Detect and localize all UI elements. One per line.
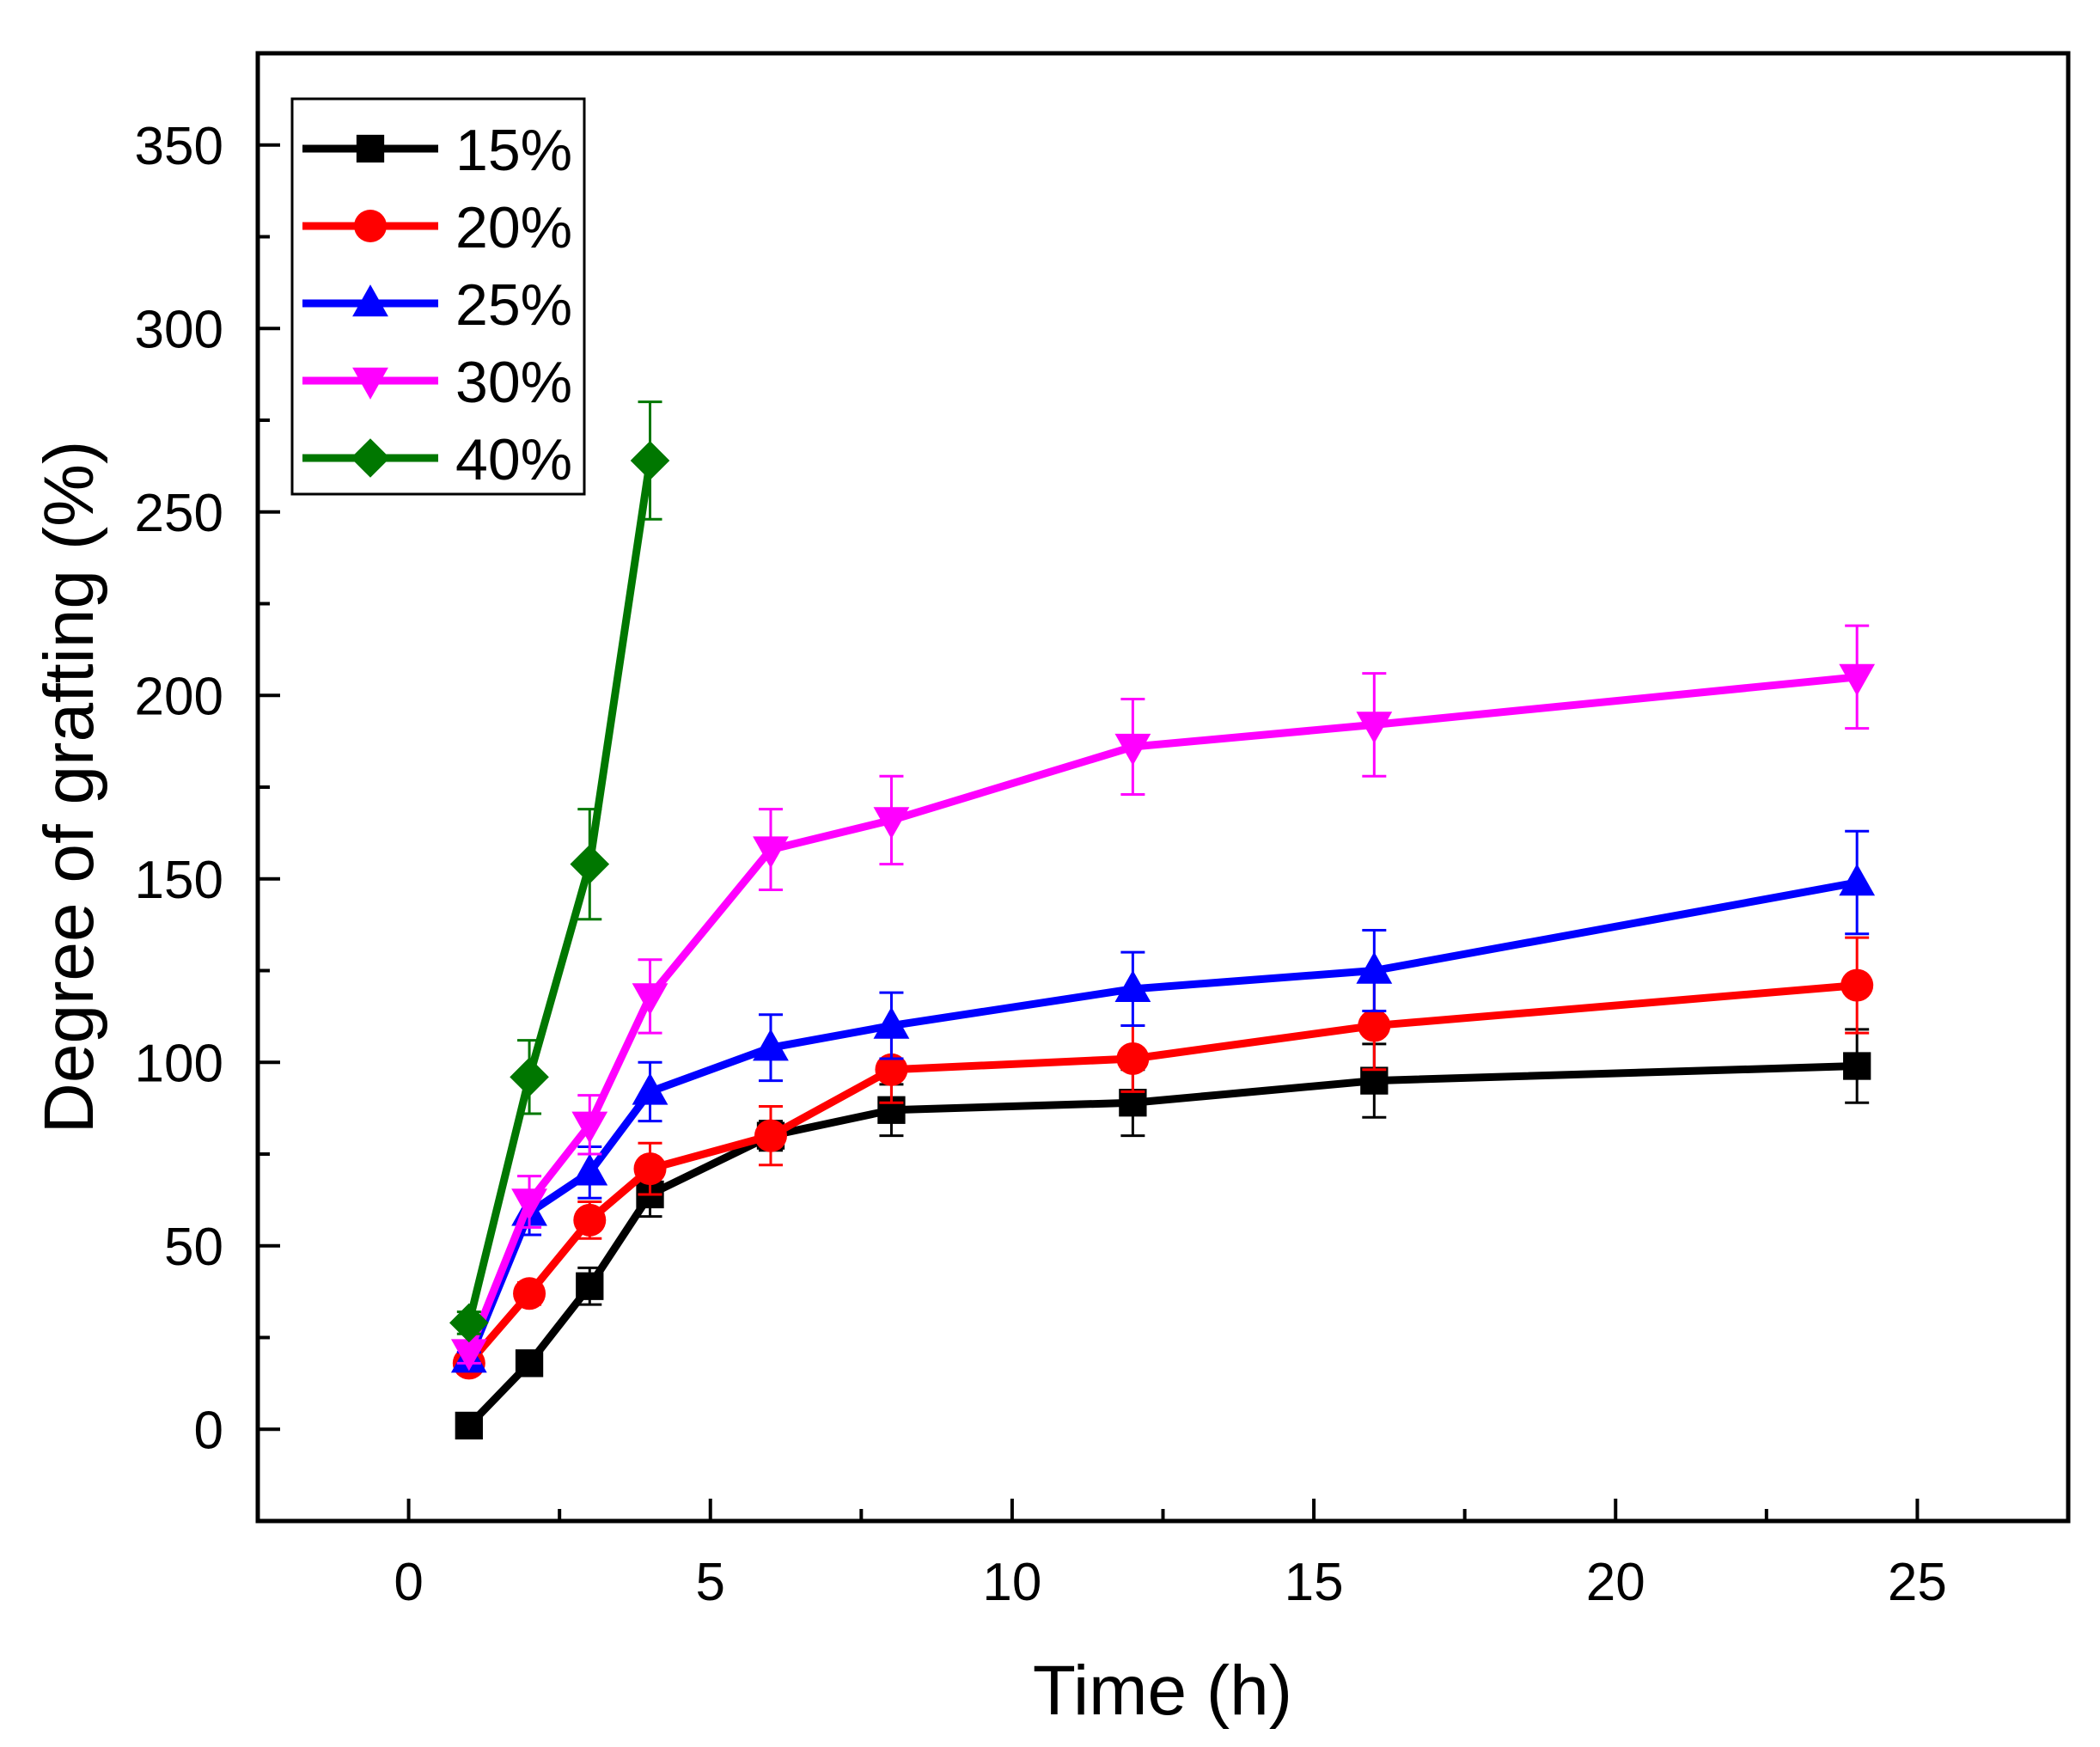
series-30pct-point [1114,733,1151,766]
legend-25pct-marker [352,284,388,317]
y-tick-label: 350 [135,117,223,176]
series-40pct-point [570,844,610,884]
y-tick-label: 300 [135,300,223,359]
series-15pct-point [576,1272,604,1300]
series-15pct-point [1119,1089,1147,1117]
series-25pct-point [753,1029,789,1061]
legend-25pct-label: 25% [455,272,572,338]
series-30pct-point [571,1111,608,1144]
series-40pct-point [449,1303,489,1343]
series-25pct-point [1114,970,1151,1003]
series-25pct-point [571,1153,608,1186]
x-tick-label: 5 [696,1553,725,1612]
y-tick-label: 200 [135,667,223,726]
x-tick-label: 10 [982,1553,1041,1612]
y-tick-label: 100 [135,1034,223,1093]
series-25pct [450,829,1876,1373]
series-20pct-point [1116,1041,1150,1075]
series-15pct-point [1843,1052,1871,1080]
series-25pct-point [632,1072,668,1105]
y-tick-label: 150 [135,851,223,910]
series-25pct-point [1839,864,1876,896]
x-tick-label: 0 [394,1553,423,1612]
series-20pct-point [754,1119,787,1152]
legend-20pct-marker [354,210,387,242]
x-tick-label: 20 [1586,1553,1645,1612]
legend-15pct-label: 15% [455,118,572,183]
series-25pct-point [1356,951,1393,984]
series-30pct-point [632,983,668,1016]
series-20pct-point [513,1277,546,1310]
series-30pct-point [873,807,910,840]
series-30pct [450,624,1876,1371]
legend-30pct-marker [352,367,388,400]
series-15pct-point [1360,1066,1389,1095]
series-40pct-point [510,1057,549,1097]
series-15pct-point [515,1349,544,1377]
series-30pct-point [1839,663,1876,696]
x-axis-label: Time (h) [1033,1652,1292,1730]
series-30pct-point [1356,712,1393,744]
series-15pct-point [455,1411,483,1440]
series-20pct-point [573,1203,607,1237]
series-40pct-line [465,460,654,1324]
series-20pct-point [633,1152,667,1186]
series-30pct-point [511,1188,547,1221]
legend-box [290,97,586,496]
series-20pct-point [1841,968,1874,1002]
legend-40pct-marker [351,438,390,478]
series-20pct-point [875,1053,908,1086]
series-30pct-point [753,836,789,869]
x-tick-label: 25 [1888,1553,1947,1612]
legend-20pct-label: 20% [455,195,572,260]
y-axis-label: Degree of grafting (%) [30,441,108,1134]
series-25pct-point [873,1006,910,1039]
y-tick-label: 50 [164,1218,223,1277]
plot-frame [255,51,2071,1524]
legend-40pct-label: 40% [455,427,572,492]
y-tick-label: 250 [135,484,223,543]
series-40pct-point [630,441,670,480]
legend-15pct-marker [356,134,385,163]
x-tick-label: 15 [1285,1553,1344,1612]
series-20pct-point [1358,1009,1391,1042]
legend-30pct-label: 30% [455,350,572,415]
series-30pct-point [450,1339,487,1371]
series-40pct [449,400,670,1343]
y-tick-label: 0 [194,1401,223,1460]
